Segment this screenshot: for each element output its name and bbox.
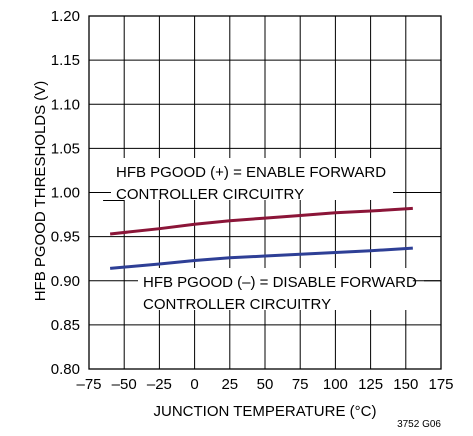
- y-tick-label: 0.90: [51, 273, 80, 290]
- y-tick-label: 1.15: [51, 52, 80, 69]
- x-axis-title: JUNCTION TEMPERATURE (°C): [154, 403, 377, 420]
- annotations: HFB PGOOD (+) = ENABLE FORWARD CONTROLLER…: [103, 158, 441, 313]
- x-tick-label: –25: [147, 376, 172, 393]
- x-tick-label: 50: [257, 376, 274, 393]
- y-tick-label: 1.20: [51, 8, 80, 25]
- x-tick-label: 100: [323, 376, 348, 393]
- plot-border: [88, 15, 442, 370]
- annotation-text-line: HFB PGOOD (+) = ENABLE FORWARD: [116, 164, 386, 181]
- x-tick-label: 25: [221, 376, 238, 393]
- y-tick-label: 1.05: [51, 140, 80, 157]
- tick-labels: –75 –50 –25 0 25 50 75 100 125 150 175 0.80 0.85 0.90…: [51, 8, 454, 393]
- series-line-pgood-minus: [109, 246, 413, 270]
- series-line-pgood-plus: [109, 206, 413, 236]
- y-tick-label: 0.85: [51, 317, 80, 334]
- series-group: [109, 206, 413, 270]
- x-tick-label: 75: [292, 376, 309, 393]
- x-tick-label: 0: [190, 376, 198, 393]
- x-tick-label: 175: [428, 376, 453, 393]
- figure-id: 3752 G06: [397, 419, 441, 430]
- annotation-text-line: CONTROLLER CIRCUITRY: [143, 296, 331, 313]
- annotation-text-line: HFB PGOOD (–) = DISABLE FORWARD: [143, 274, 417, 291]
- y-axis-title: HFB PGOOD THRESHOLDS (V): [32, 81, 49, 302]
- y-tick-label: 1.00: [51, 185, 80, 202]
- x-tick-label: 150: [393, 376, 418, 393]
- x-tick-label: –50: [112, 376, 137, 393]
- y-tick-label: 1.10: [51, 96, 80, 113]
- annotation-background: [138, 268, 424, 310]
- x-tick-label: 125: [358, 376, 383, 393]
- y-tick-label: 0.80: [51, 361, 80, 378]
- plot-frame: [88, 15, 442, 370]
- annotation-text-line: CONTROLLER CIRCUITRY: [116, 186, 304, 203]
- x-tick-label: –75: [76, 376, 101, 393]
- y-tick-label: 0.95: [51, 229, 80, 246]
- annotation-background: [111, 158, 393, 200]
